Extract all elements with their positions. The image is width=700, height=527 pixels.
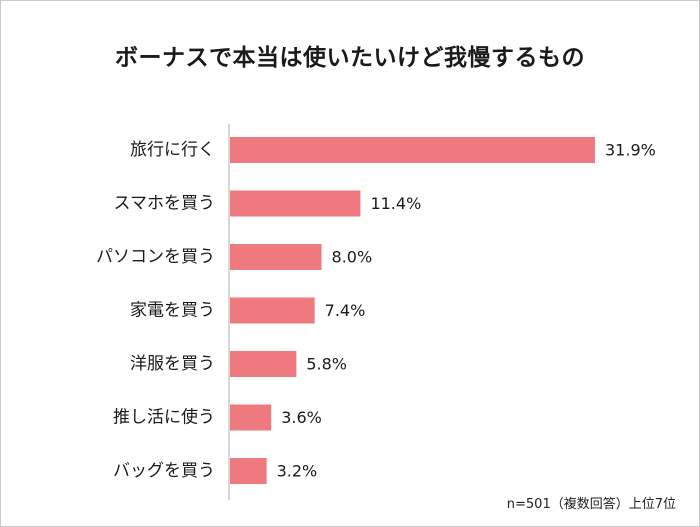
data-label: 11.4% (370, 194, 421, 213)
data-label: 7.4% (325, 301, 366, 320)
bar (230, 351, 297, 377)
chart-footnote: n=501（複数回答）上位7位 (506, 497, 676, 512)
bar (230, 137, 595, 163)
category-label: 推し活に使う (113, 407, 215, 428)
bar (230, 458, 267, 484)
category-label: パソコンを買う (96, 247, 215, 267)
category-label: 旅行に行く (130, 140, 215, 160)
data-label: 3.6% (281, 408, 322, 427)
data-label: 5.8% (306, 355, 347, 374)
data-label: 3.2% (277, 462, 318, 481)
chart-title: ボーナスで本当は使いたいけど我慢するもの (115, 45, 585, 71)
category-label: 洋服を買う (130, 354, 215, 374)
category-label: バッグを買う (113, 461, 215, 481)
bar (230, 190, 361, 217)
category-label: 家電を買う (130, 301, 215, 321)
bar (230, 297, 315, 324)
bar (230, 244, 322, 270)
data-label: 31.9% (605, 141, 656, 160)
bar (230, 404, 272, 431)
data-label: 8.0% (332, 248, 373, 267)
category-label: スマホを買う (114, 194, 216, 214)
